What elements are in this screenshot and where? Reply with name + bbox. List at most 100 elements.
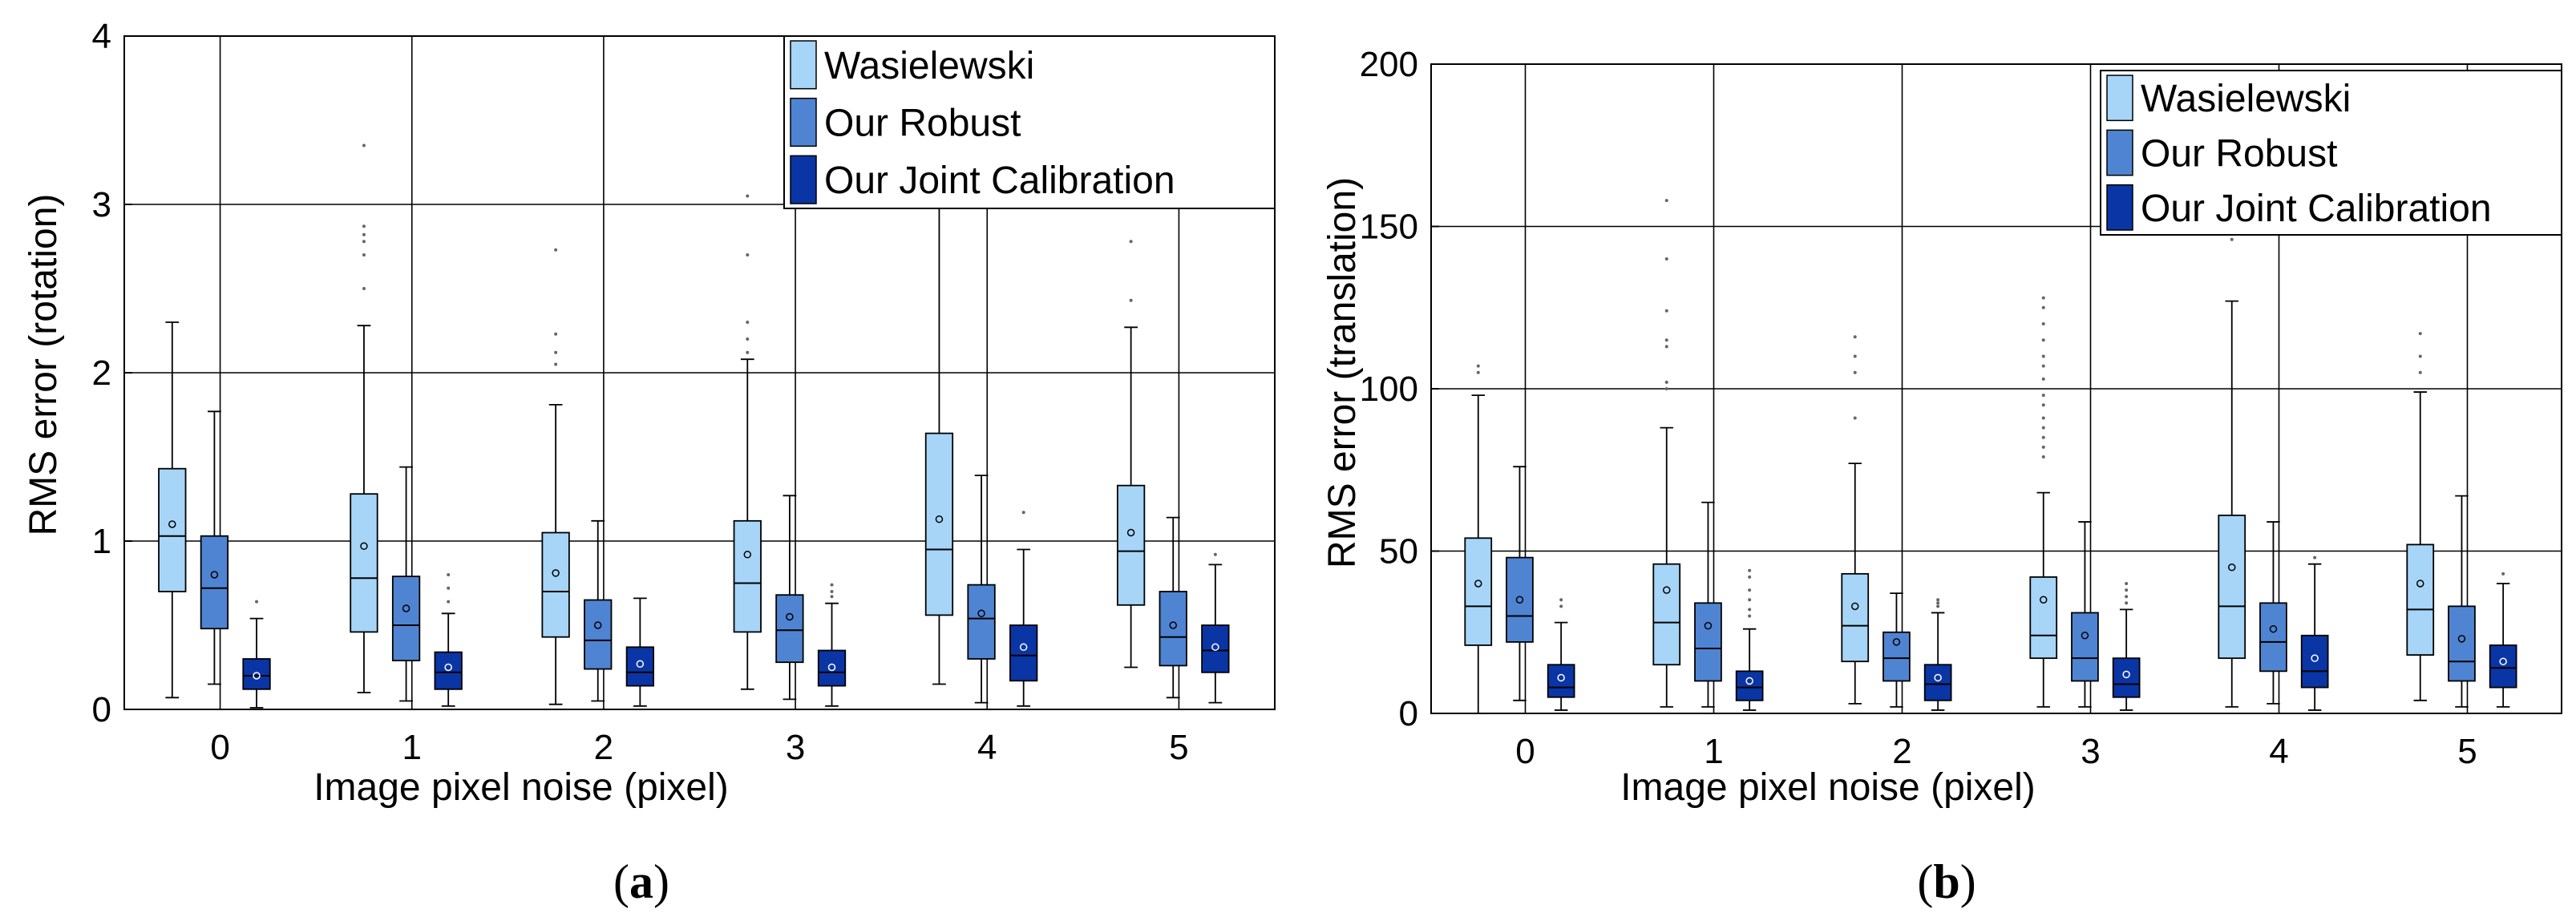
box-wasielewski-1 (1652, 199, 1681, 708)
box-body (2029, 576, 2058, 660)
box-wasielewski-3 (733, 194, 762, 690)
outlier-point (1476, 364, 1480, 368)
box-wasielewski-4 (924, 35, 954, 685)
mean-marker (168, 520, 176, 528)
legend-box (783, 35, 1276, 209)
legend-swatch-joint (790, 155, 817, 204)
outlier-point (2041, 296, 2045, 300)
outlier-point (1559, 604, 1563, 608)
box-wasielewski-0 (158, 321, 187, 699)
y-tick-label: 50 (1379, 532, 1418, 572)
mean-marker (2499, 657, 2507, 665)
y-tick-label: 150 (1360, 208, 1418, 247)
caption-letter-a: a (629, 855, 653, 908)
y-tick-label: 2 (92, 353, 111, 393)
legend-box (2100, 70, 2562, 236)
box-joint-2 (1923, 598, 1952, 711)
outlier-point (2125, 588, 2129, 592)
outlier-point (1476, 370, 1480, 374)
outlier-point (362, 253, 366, 257)
outlier-point (2041, 394, 2045, 398)
mean-marker (1126, 528, 1135, 537)
outlier-point (2041, 338, 2045, 342)
panel-b-boxes (1464, 199, 2517, 714)
box-body (2259, 602, 2287, 673)
box-robust-4 (2259, 521, 2287, 705)
outlier-point (1664, 380, 1668, 384)
outlier-point (2041, 354, 2045, 358)
box-robust-3 (2071, 521, 2099, 708)
panel-b-y-ticks: 0 50 100 150 200 (1360, 45, 1439, 733)
panel-b-legend: Wasielewski Our Robust Our Joint Calibrati… (2100, 70, 2562, 236)
caption-close-paren: ) (653, 855, 669, 908)
box-joint-0 (242, 600, 271, 709)
caption-open-paren: ( (613, 855, 629, 908)
outlier-point (1853, 370, 1857, 374)
panel-a-boxes (158, 35, 1230, 709)
mean-marker (977, 609, 985, 618)
outlier-point (1559, 598, 1563, 602)
box-robust-3 (775, 495, 804, 701)
outlier-point (1748, 608, 1752, 612)
box-joint-0 (1547, 598, 1575, 711)
box-body (1882, 631, 1911, 682)
y-tick-label: 200 (1360, 45, 1418, 84)
box-wasielewski-4 (2218, 237, 2246, 708)
outlier-point (830, 595, 834, 599)
panel-a-y-ticks: 0 1 2 3 4 (92, 17, 132, 729)
mean-marker (1557, 673, 1565, 682)
box-body (1009, 624, 1038, 682)
y-tick-label: 1 (92, 522, 111, 561)
outlier-point (1748, 588, 1752, 592)
outlier-point (2041, 364, 2045, 368)
mean-marker (1019, 643, 1028, 652)
box-body (1735, 670, 1764, 701)
outlier-point (554, 248, 558, 252)
panel-b-x-axis-label: Image pixel noise (pixel) (1620, 766, 2036, 809)
box-body (1464, 537, 1493, 646)
outlier-point (746, 321, 750, 324)
outlier-point (554, 332, 558, 336)
outlier-point (830, 590, 834, 593)
legend-swatch-robust (790, 97, 817, 147)
mean-marker (1663, 586, 1671, 594)
outlier-point (2125, 601, 2129, 605)
x-tick-label: 4 (2269, 732, 2288, 771)
box-wasielewski-2 (1841, 335, 1870, 705)
panel-b-translation-boxplot: 0 50 100 150 200 0 1 2 3 4 5 Image pixel noise (p… (1321, 45, 2562, 908)
panel-a-legend: Wasielewski Our Robust Our Joint Calibrati… (783, 35, 1276, 209)
box-body (158, 467, 187, 592)
box-body (1923, 664, 1952, 701)
mean-marker (743, 551, 752, 559)
x-tick-label: 3 (786, 728, 805, 767)
box-body (1841, 572, 1870, 663)
outlier-point (2041, 305, 2045, 309)
outlier-point (746, 253, 750, 257)
box-wasielewski-3 (2029, 296, 2058, 708)
outlier-point (1129, 240, 1133, 244)
mean-marker (2040, 596, 2048, 604)
box-joint-3 (2112, 582, 2141, 711)
box-body (434, 651, 463, 690)
outlier-point (1748, 575, 1752, 579)
box-body (924, 432, 954, 616)
y-tick-label: 0 (92, 690, 111, 729)
outlier-point (2041, 403, 2045, 407)
legend-swatch-wasielewski (790, 40, 817, 90)
panel-b-y-axis-label: RMS error (translation) (1321, 177, 1364, 568)
box-wasielewski-5 (2406, 332, 2435, 701)
outlier-point (1129, 298, 1133, 302)
outlier-point (447, 600, 451, 604)
box-body (2406, 543, 2435, 656)
box-robust-1 (391, 466, 421, 702)
mean-marker (593, 621, 602, 629)
outlier-point (1664, 257, 1668, 261)
box-body (625, 646, 654, 687)
outlier-point (554, 362, 558, 366)
outlier-point (746, 350, 750, 354)
x-tick-label: 5 (1169, 728, 1188, 767)
legend-label-wasielewski: Wasielewski (2141, 78, 2351, 120)
mean-marker (210, 571, 219, 579)
box-body (200, 535, 229, 630)
box-body (1116, 484, 1146, 606)
